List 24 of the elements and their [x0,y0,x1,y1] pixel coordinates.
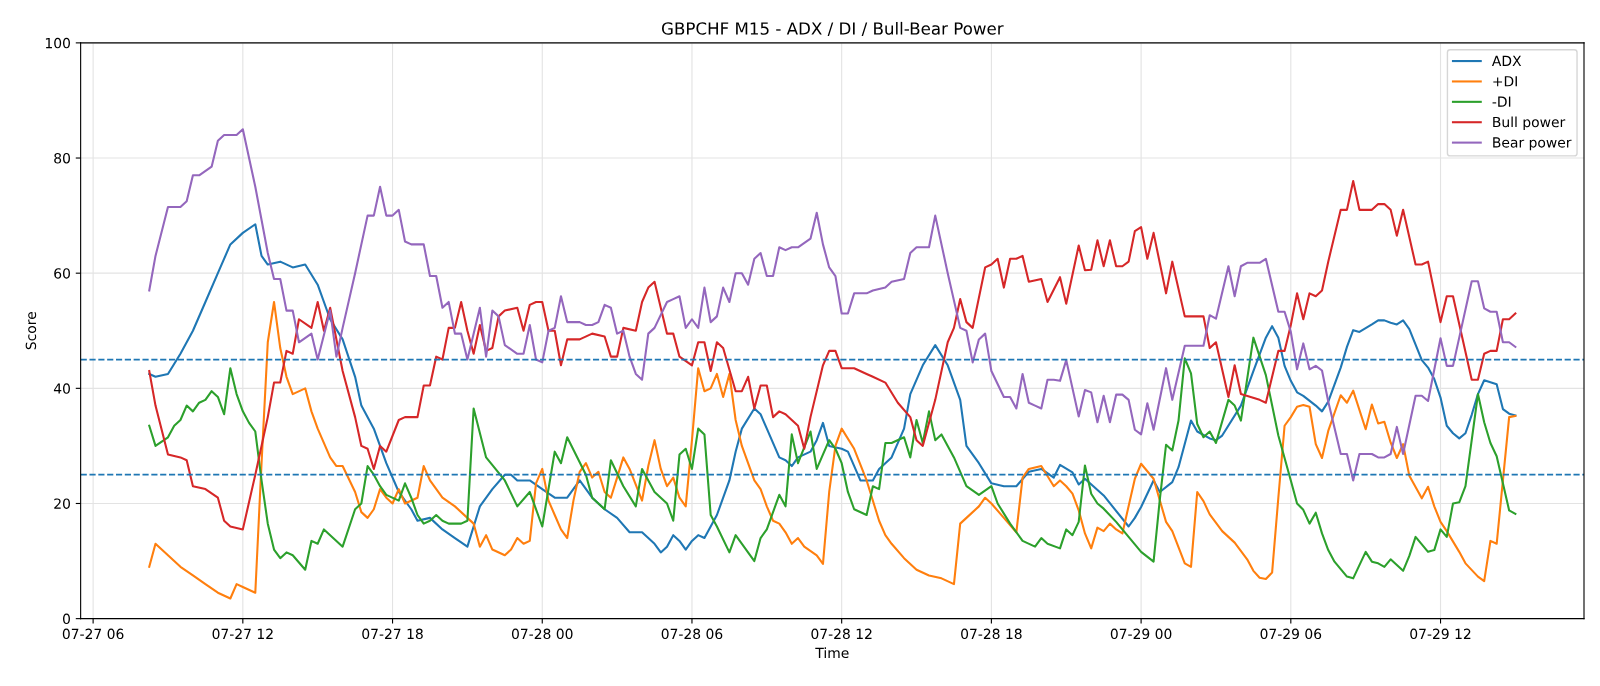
y-tick-label: 80 [54,153,70,164]
y-axis-title: Score [25,312,37,350]
legend-label: -DI [1492,96,1511,107]
x-tick-label: 07-28 18 [961,628,1022,640]
x-tick-label: 07-28 00 [511,628,573,640]
legend-label: ADX [1491,55,1522,66]
chart-title: GBPCHF M15 - ADX / DI / Bull-Bear Power [661,21,1004,37]
y-tick-label: 60 [54,268,70,279]
y-tick-label: 100 [45,37,70,49]
x-tick-label: 07-28 06 [661,628,723,640]
x-tick-label: 07-28 12 [811,628,872,640]
y-tick-label: 20 [54,498,70,509]
x-axis-title: Time [815,647,849,659]
x-tick-label: 07-29 00 [1110,628,1172,640]
x-tick-label: 07-27 18 [362,628,423,640]
legend-label: +DI [1493,76,1517,87]
x-tick-label: 07-27 06 [62,628,124,640]
y-tick-label: 0 [63,613,70,625]
x-tick-label: 07-29 12 [1410,628,1471,640]
x-tick-label: 07-29 06 [1260,628,1322,640]
legend-label: Bull power [1493,116,1566,130]
y-tick-label: 40 [53,383,70,394]
x-tick-label: 07-27 12 [212,628,273,640]
legend-label: Bear power [1493,137,1572,151]
